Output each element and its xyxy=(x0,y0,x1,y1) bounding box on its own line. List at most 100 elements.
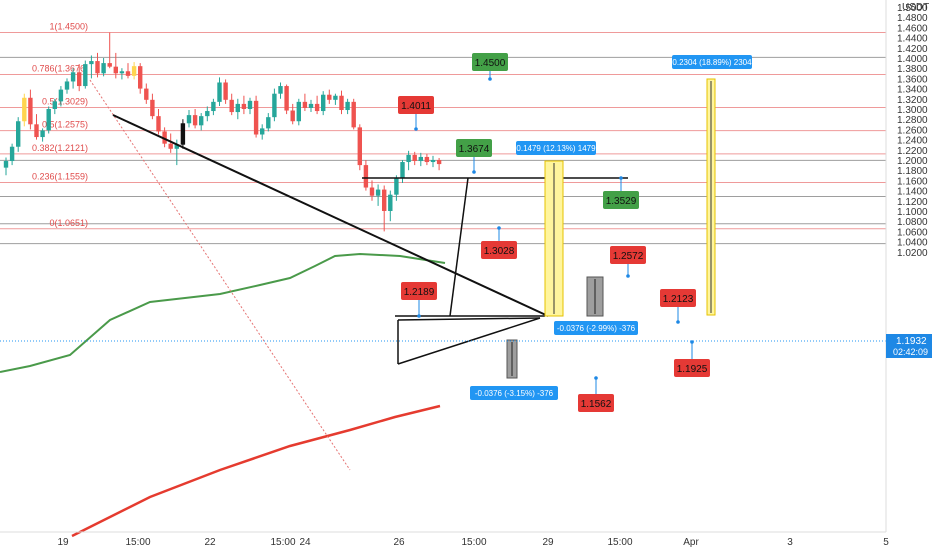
x-tick: Apr xyxy=(683,537,699,548)
y-tick: 1.1800 xyxy=(897,166,928,177)
pole-line xyxy=(449,177,469,317)
ma-50-line xyxy=(0,252,446,373)
candle-body xyxy=(58,89,64,102)
candle-body xyxy=(382,189,387,211)
candle-body xyxy=(113,66,118,74)
candle-body xyxy=(77,72,82,87)
y-tick: 1.3800 xyxy=(897,64,928,75)
candle-body xyxy=(22,97,27,122)
price-axis[interactable]: USDT 1.50001.48001.46001.44001.42001.400… xyxy=(885,0,932,532)
candle-body xyxy=(235,103,240,113)
measure-boxes xyxy=(506,78,716,379)
price-label-text: 1.2189 xyxy=(404,287,435,298)
price-label-anchor xyxy=(619,176,623,180)
fib-label: 0(1.0651) xyxy=(49,218,88,228)
candle-body xyxy=(211,101,216,112)
candle-body xyxy=(131,66,137,76)
y-tick: 1.2200 xyxy=(897,146,928,157)
candle-body xyxy=(144,88,149,100)
fib-label: 0.382(1.2121) xyxy=(32,143,88,153)
y-tick: 1.0200 xyxy=(897,248,928,259)
candle-body xyxy=(101,63,106,74)
measure-label-box xyxy=(470,386,558,400)
x-tick: 15:00 xyxy=(125,537,150,548)
candle-body xyxy=(174,144,179,149)
measure-label-box xyxy=(516,141,596,155)
candle-countdown: 02:42:09 xyxy=(893,347,928,357)
candle-body xyxy=(162,131,167,144)
price-label-anchor xyxy=(626,274,630,278)
x-tick: 15:00 xyxy=(607,537,632,548)
candle-body xyxy=(150,99,155,117)
candle-body xyxy=(168,143,173,149)
candle-body xyxy=(16,121,21,147)
x-tick: 29 xyxy=(542,537,554,548)
candle-body xyxy=(253,100,259,135)
candle-body xyxy=(363,165,369,188)
candle-body xyxy=(327,94,332,100)
candle-body xyxy=(83,64,88,87)
candle-body xyxy=(205,111,210,117)
x-tick: 22 xyxy=(204,537,216,548)
candle-body xyxy=(357,127,362,166)
candle-body xyxy=(388,194,393,211)
price-label-anchor xyxy=(488,77,492,81)
y-tick: 1.1400 xyxy=(897,187,928,198)
candle-body xyxy=(302,101,308,108)
y-tick: 1.3400 xyxy=(897,85,928,96)
y-tick: 1.0400 xyxy=(897,238,928,249)
x-tick: 15:00 xyxy=(270,537,295,548)
x-tick: 19 xyxy=(57,537,69,548)
candle-body xyxy=(314,103,320,112)
price-label-box xyxy=(610,246,646,264)
y-tick: 1.4800 xyxy=(897,13,928,24)
x-tick-labels: 19 15:00 22 15:00 24 26 15:00 29 15:00 Apr 3 5 xyxy=(57,537,889,548)
price-label-box xyxy=(603,191,639,209)
y-tick: 1.4000 xyxy=(897,54,928,65)
y-tick: 1.2400 xyxy=(897,136,928,147)
triangle-upper-trendline xyxy=(112,114,549,317)
price-label-box xyxy=(398,96,434,114)
x-tick: 15:00 xyxy=(461,537,486,548)
candle-body xyxy=(278,86,283,94)
price-label-text: 1.4011 xyxy=(401,101,431,112)
candle-body xyxy=(64,81,70,90)
price-label-text: 1.4500 xyxy=(475,58,506,69)
small-triangle-upper xyxy=(397,317,541,321)
measure-label-text: 0.1479 (12.13%) 1479 xyxy=(516,144,596,153)
fib-labels: 1(1.4500) 0.786(1.3676) 0.5(1.2575) 0.382(1… xyxy=(32,22,88,228)
candle-body xyxy=(412,154,417,162)
candle-body xyxy=(186,115,192,124)
candle-body xyxy=(138,66,143,89)
candle-body xyxy=(229,99,234,113)
y-tick: 1.3000 xyxy=(897,105,928,116)
price-label-text: 1.2572 xyxy=(613,251,644,262)
candle-body xyxy=(333,95,338,100)
time-axis[interactable]: 19 15:00 22 15:00 24 26 15:00 29 15:00 Apr 3 5 xyxy=(0,531,889,548)
x-tick: 5 xyxy=(883,537,889,548)
candle-body xyxy=(9,146,15,162)
candle-body xyxy=(95,61,100,74)
candle-body xyxy=(394,177,399,195)
measure-label-text: -0.0376 (-3.15%) -376 xyxy=(475,389,554,398)
price-label-box xyxy=(401,282,437,300)
price-label-text: 1.1925 xyxy=(677,364,708,375)
y-tick: 1.4600 xyxy=(897,23,928,34)
candle-body xyxy=(369,187,375,196)
measure-label-text: -0.0376 (-2.99%) -376 xyxy=(557,324,636,333)
measure-label-box xyxy=(554,321,638,335)
measure-label-box xyxy=(672,55,752,69)
y-tick: 1.2800 xyxy=(897,115,928,126)
candle-body xyxy=(119,71,125,74)
candle-body xyxy=(400,162,405,178)
price-label-box xyxy=(456,139,492,157)
price-label-box xyxy=(660,289,696,307)
candle-body xyxy=(351,101,356,128)
candle-body xyxy=(266,117,271,129)
y-tick: 1.1000 xyxy=(897,207,928,218)
candle-body xyxy=(217,82,222,102)
last-price-value: 1.1932 xyxy=(896,336,927,347)
candle-body xyxy=(156,116,161,132)
